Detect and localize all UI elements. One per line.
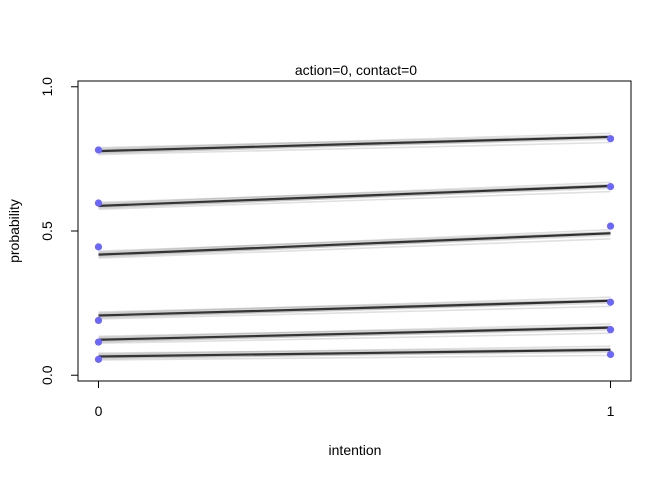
series-line [98,326,611,341]
y-tick-label: 1.0 [39,77,55,97]
series-1 [98,345,611,361]
series-sample-line [98,234,611,257]
y-axis-label: probability [6,199,22,263]
series-line [98,184,611,208]
chart-title: action=0, contact=0 [295,62,417,78]
observed-point [606,222,615,230]
series-sample-line [98,302,611,318]
observed-point [94,355,103,363]
series-sample-line [98,228,611,254]
observed-points [94,135,615,363]
series-sample-line [98,332,611,345]
series-3 [98,296,611,320]
series-sample-line [98,231,611,252]
series-sample-line [98,298,611,313]
x-tick-label: 0 [95,403,103,419]
observed-point [606,182,615,191]
series-sample-line [98,325,611,338]
observed-point [94,146,103,154]
series-sample-line [98,181,611,205]
series-line [98,299,611,317]
series-sample-line [98,349,611,360]
series-line [98,348,611,358]
series-sample-line [98,329,611,342]
observed-point [606,350,615,359]
observed-point [606,298,615,306]
series-sample-line [98,354,611,361]
x-axis-label: intention [329,442,382,458]
series-5 [98,181,611,211]
observed-point [94,338,103,346]
series-sample-line [98,233,611,258]
observed-point [94,316,103,325]
series-sample-line [98,190,611,211]
series-sample-line [98,323,611,339]
series-2 [98,323,611,345]
series-sample-line [98,347,611,354]
series-line [98,135,611,153]
series-sample-line [98,186,611,210]
series-lines [98,132,611,361]
series-sample-line [98,137,611,155]
series-4 [98,228,611,259]
observed-point [94,199,103,207]
series-sample-line [98,305,611,320]
y-tick-label: 0.0 [39,365,55,385]
series-sample-line [98,351,611,359]
axes: 0 1 0.0 0.5 1.0 [39,77,615,419]
series-sample-line [98,132,611,150]
x-tick-label: 1 [607,403,615,419]
series-sample-line [98,187,611,209]
observed-point [606,326,615,334]
series-sample-line [98,296,611,315]
series-sample-line [98,300,611,319]
series-sample-line [98,327,611,343]
series-sample-line [98,141,611,156]
observed-point [94,243,103,251]
observed-point [606,135,615,143]
series-line [98,232,611,256]
series-6 [98,132,611,156]
series-sample-line [98,345,611,355]
series-sample-line [98,183,611,204]
series-sample-line [98,134,611,149]
series-sample-line [98,238,611,259]
y-tick-label: 0.5 [39,221,55,241]
series-sample-line [98,138,611,154]
